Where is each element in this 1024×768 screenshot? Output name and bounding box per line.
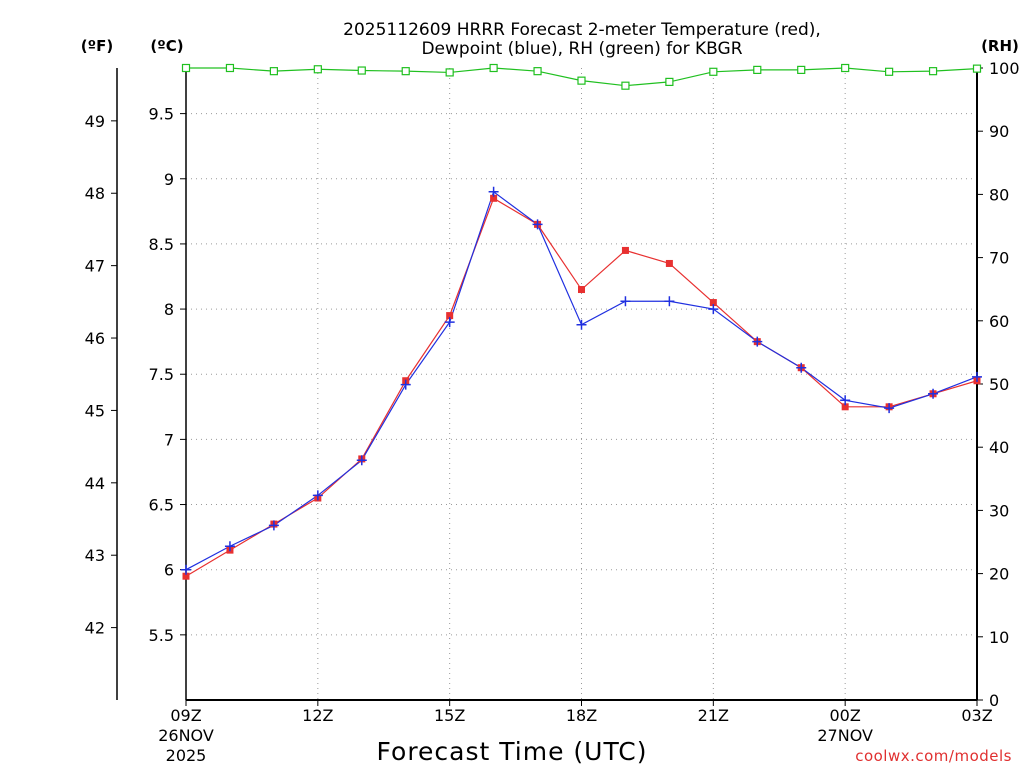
rh-point (445, 68, 454, 77)
dewpoint-point (620, 296, 631, 307)
rh-tick-label: 20 (989, 565, 1009, 584)
dewpoint-point (840, 395, 851, 406)
temperature-point (841, 403, 849, 411)
temperature-point (621, 246, 629, 254)
celsius-tick-label: 5.5 (149, 626, 174, 645)
dewpoint-point (488, 186, 499, 197)
celsius-tick-label: 6.5 (149, 496, 174, 515)
fahrenheit-tick-label: 43 (85, 546, 105, 565)
fahrenheit-unit-label: (ºF) (81, 37, 113, 55)
dewpoint-point (664, 296, 675, 307)
x-axis-title: Forecast Time (UTC) (377, 737, 648, 766)
x-tick-date-label: 26NOV (158, 726, 214, 745)
dewpoint-point (268, 520, 279, 531)
dewpoint-point (576, 319, 587, 330)
celsius-tick-label: 6 (164, 561, 174, 580)
temperature-point (709, 299, 717, 307)
rh-point (797, 65, 806, 74)
celsius-tick-label: 9 (164, 170, 174, 189)
dewpoint-point (312, 490, 323, 501)
rh-point (357, 66, 366, 75)
dewpoint-point (532, 219, 543, 230)
x-tick-label: 18Z (566, 706, 597, 725)
fahrenheit-tick-label: 48 (85, 184, 105, 203)
rh-tick-label: 60 (989, 312, 1009, 331)
rh-point (972, 64, 982, 73)
dewpoint-point (400, 379, 411, 390)
temperature-point (665, 259, 673, 267)
rh-point (401, 67, 410, 76)
fahrenheit-tick-label: 44 (85, 474, 105, 493)
dewpoint-point (224, 541, 235, 552)
rh-tick-label: 30 (989, 501, 1009, 520)
rh-point (841, 63, 850, 73)
rh-point (269, 67, 278, 76)
dewpoint-point (972, 371, 982, 382)
x-tick-label: 03Z (961, 706, 992, 725)
dewpoint-point (752, 336, 763, 347)
celsius-tick-label: 7 (164, 430, 174, 449)
celsius-tick-label: 9.5 (149, 105, 174, 124)
celsius-tick-label: 8 (164, 300, 174, 319)
credit-text: coolwx.com/models (855, 747, 1012, 765)
celsius-tick-label: 7.5 (149, 365, 174, 384)
x-tick-label: 09Z (170, 706, 201, 725)
x-tick-label: 12Z (302, 706, 333, 725)
x-tick-year-label: 2025 (166, 746, 207, 765)
rh-unit-label: (RH) (981, 37, 1019, 55)
temperature-point (578, 286, 585, 294)
rh-point (225, 63, 235, 73)
dewpoint-point (356, 455, 367, 466)
rh-point (621, 81, 630, 90)
rh-tick-label: 70 (989, 249, 1009, 268)
dewpoint-point (444, 317, 455, 328)
x-tick-label: 00Z (830, 706, 861, 725)
gridlines (186, 68, 977, 700)
rh-tick-label: 0 (989, 691, 999, 710)
tick-labels: 5.5 6 6.5 7 7.5 8 8.5 9 9.5 42 43 44 45 46 47 48 49 0 10 20… (85, 59, 1020, 765)
dewpoint-point (181, 564, 191, 575)
temperature-point (446, 312, 454, 320)
rh-point (753, 65, 762, 74)
rh-point (533, 67, 542, 76)
rh-tick-label: 50 (989, 375, 1009, 394)
dewpoint-point (928, 388, 939, 399)
rh-point (885, 67, 894, 76)
temperature-point (490, 194, 498, 202)
chart-title-line1: 2025112609 HRRR Forecast 2-meter Tempera… (343, 20, 821, 40)
dewpoint-point (708, 304, 719, 315)
fahrenheit-tick-label: 47 (85, 257, 105, 276)
temperature-line (185, 197, 978, 577)
rh-tick-label: 90 (989, 122, 1009, 141)
celsius-tick-label: 8.5 (149, 235, 174, 254)
rh-point (928, 67, 938, 76)
rh-point (709, 67, 718, 76)
rh-tick-label: 10 (989, 628, 1009, 647)
fahrenheit-tick-label: 49 (85, 112, 105, 131)
dewpoint-point (796, 362, 807, 373)
chart-title-line2: Dewpoint (blue), RH (green) for KBGR (421, 39, 742, 59)
rh-tick-label: 40 (989, 438, 1009, 457)
fahrenheit-tick-label: 46 (85, 329, 105, 348)
x-tick-label: 15Z (434, 706, 465, 725)
x-tick-date-label: 27NOV (817, 726, 873, 745)
rh-point (181, 63, 191, 73)
data-series (181, 63, 982, 580)
rh-point (665, 77, 674, 87)
celsius-unit-label: (ºC) (150, 37, 183, 55)
fahrenheit-tick-label: 45 (85, 401, 105, 420)
x-tick-label: 21Z (698, 706, 729, 725)
rh-tick-label: 100 (989, 59, 1020, 78)
fahrenheit-tick-label: 42 (85, 619, 105, 638)
rh-tick-label: 80 (989, 185, 1009, 204)
dewpoint-point (884, 403, 895, 414)
axes (111, 67, 983, 706)
rh-point (489, 63, 498, 73)
rh-point (577, 76, 586, 85)
temperature-point (182, 572, 190, 580)
rh-point (313, 65, 322, 74)
